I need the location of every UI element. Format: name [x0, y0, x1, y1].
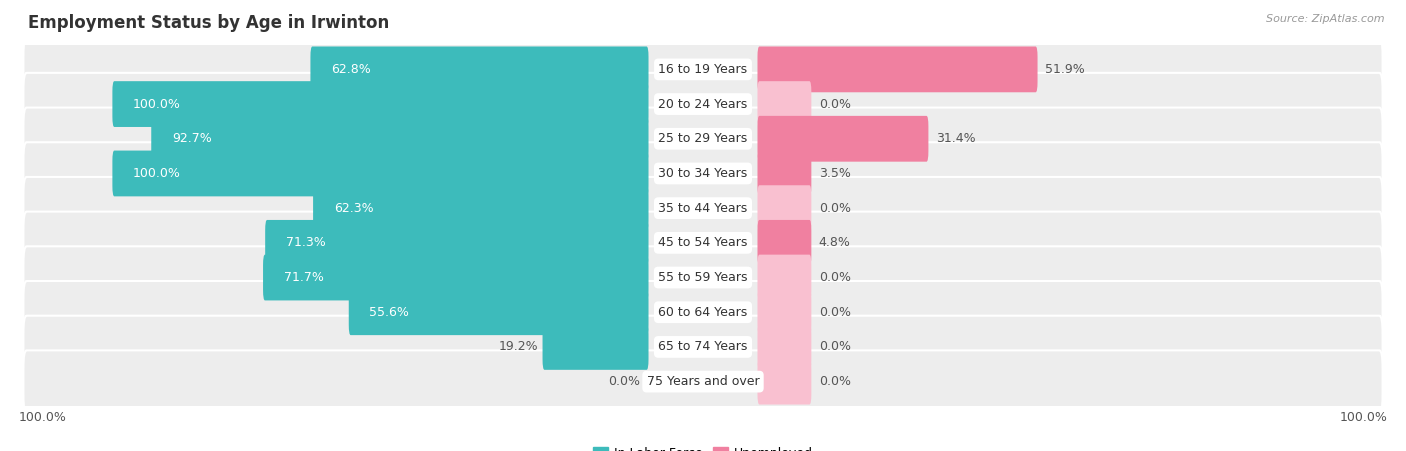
FancyBboxPatch shape: [266, 220, 648, 266]
FancyBboxPatch shape: [24, 38, 1382, 101]
Text: Employment Status by Age in Irwinton: Employment Status by Age in Irwinton: [28, 14, 389, 32]
FancyBboxPatch shape: [24, 316, 1382, 378]
FancyBboxPatch shape: [758, 46, 1038, 92]
FancyBboxPatch shape: [349, 290, 648, 335]
FancyBboxPatch shape: [24, 107, 1382, 170]
FancyBboxPatch shape: [112, 151, 648, 196]
FancyBboxPatch shape: [24, 142, 1382, 205]
FancyBboxPatch shape: [24, 281, 1382, 344]
FancyBboxPatch shape: [24, 177, 1382, 239]
FancyBboxPatch shape: [311, 46, 648, 92]
Text: 3.5%: 3.5%: [818, 167, 851, 180]
Text: 51.9%: 51.9%: [1045, 63, 1085, 76]
Text: 100.0%: 100.0%: [18, 411, 66, 424]
FancyBboxPatch shape: [758, 151, 811, 196]
Text: 16 to 19 Years: 16 to 19 Years: [658, 63, 748, 76]
FancyBboxPatch shape: [24, 246, 1382, 309]
FancyBboxPatch shape: [758, 324, 811, 370]
Text: 100.0%: 100.0%: [1340, 411, 1388, 424]
Text: 0.0%: 0.0%: [818, 341, 851, 354]
Text: 62.3%: 62.3%: [333, 202, 374, 215]
Text: 0.0%: 0.0%: [609, 375, 640, 388]
FancyBboxPatch shape: [314, 185, 648, 231]
Text: 65 to 74 Years: 65 to 74 Years: [658, 341, 748, 354]
Text: 71.3%: 71.3%: [285, 236, 326, 249]
Text: 60 to 64 Years: 60 to 64 Years: [658, 306, 748, 319]
Text: 25 to 29 Years: 25 to 29 Years: [658, 132, 748, 145]
FancyBboxPatch shape: [758, 116, 928, 161]
FancyBboxPatch shape: [24, 212, 1382, 274]
FancyBboxPatch shape: [543, 324, 648, 370]
FancyBboxPatch shape: [758, 220, 811, 266]
FancyBboxPatch shape: [758, 185, 811, 231]
Text: 31.4%: 31.4%: [936, 132, 976, 145]
Text: 0.0%: 0.0%: [818, 271, 851, 284]
Text: Source: ZipAtlas.com: Source: ZipAtlas.com: [1267, 14, 1385, 23]
Text: 0.0%: 0.0%: [818, 97, 851, 110]
Text: 19.2%: 19.2%: [499, 341, 538, 354]
FancyBboxPatch shape: [263, 255, 648, 300]
Text: 71.7%: 71.7%: [284, 271, 323, 284]
Text: 35 to 44 Years: 35 to 44 Years: [658, 202, 748, 215]
Text: 100.0%: 100.0%: [134, 167, 181, 180]
Text: 62.8%: 62.8%: [330, 63, 371, 76]
FancyBboxPatch shape: [758, 81, 811, 127]
Text: 75 Years and over: 75 Years and over: [647, 375, 759, 388]
Text: 100.0%: 100.0%: [134, 97, 181, 110]
FancyBboxPatch shape: [758, 359, 811, 405]
Text: 20 to 24 Years: 20 to 24 Years: [658, 97, 748, 110]
FancyBboxPatch shape: [152, 116, 648, 161]
Text: 0.0%: 0.0%: [818, 202, 851, 215]
Text: 55 to 59 Years: 55 to 59 Years: [658, 271, 748, 284]
Text: 45 to 54 Years: 45 to 54 Years: [658, 236, 748, 249]
FancyBboxPatch shape: [758, 290, 811, 335]
Text: 55.6%: 55.6%: [370, 306, 409, 319]
Text: 0.0%: 0.0%: [818, 375, 851, 388]
FancyBboxPatch shape: [112, 81, 648, 127]
Text: 92.7%: 92.7%: [172, 132, 212, 145]
FancyBboxPatch shape: [24, 350, 1382, 413]
Text: 0.0%: 0.0%: [818, 306, 851, 319]
Text: 30 to 34 Years: 30 to 34 Years: [658, 167, 748, 180]
Text: 4.8%: 4.8%: [818, 236, 851, 249]
FancyBboxPatch shape: [24, 73, 1382, 135]
FancyBboxPatch shape: [758, 255, 811, 300]
Legend: In Labor Force, Unemployed: In Labor Force, Unemployed: [588, 442, 818, 451]
